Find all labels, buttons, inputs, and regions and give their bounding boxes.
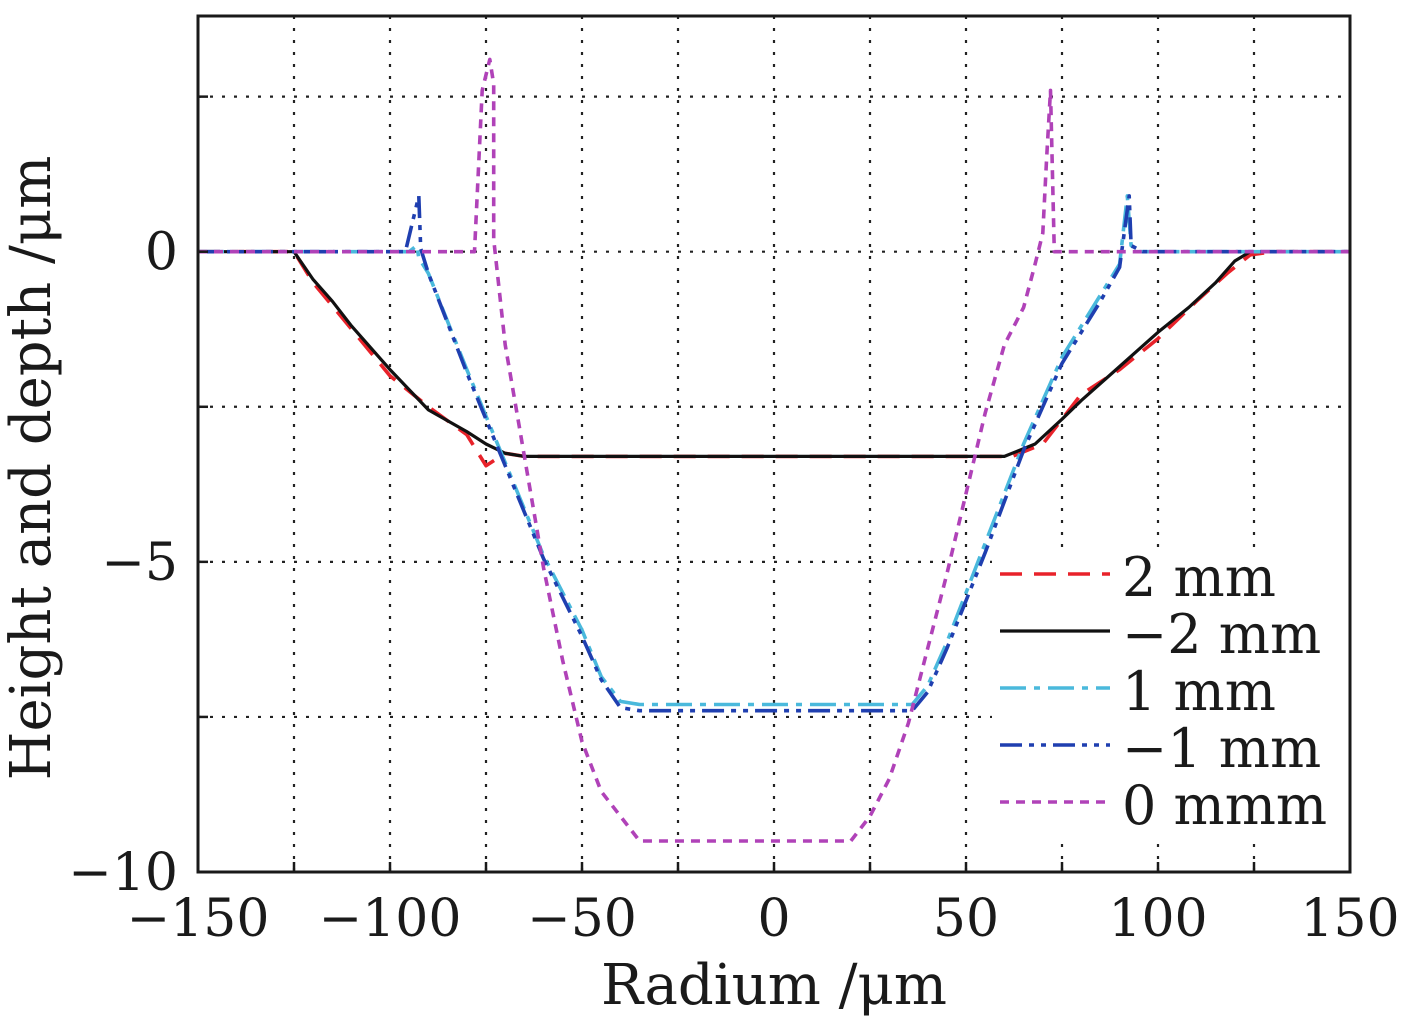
series-lines [198,57,1350,843]
y-tick-label: 0 [145,223,178,283]
x-tick-label: 150 [1300,889,1399,949]
series-line-2 [198,250,1350,458]
legend-background [992,550,1344,843]
series-line-1 [198,249,1350,468]
x-tick-label: 0 [757,889,790,949]
x-axis-label: Radium /μm [601,953,947,1018]
x-tick-label: 100 [1108,889,1207,949]
legend-label: 2 mm [1122,546,1276,609]
x-tick-label: −100 [319,889,462,949]
legend-label: −1 mm [1122,717,1321,780]
series-line-4 [198,194,1350,713]
legend-label: 0 mmm [1122,774,1327,837]
legend: 2 mm−2 mm1 mm−1 mm0 mmm [992,546,1344,843]
axis-tick-labels: −150 −100 −50 0 50 100 150−10−50 [68,223,1399,949]
legend-label: 1 mm [1122,660,1276,723]
x-tick-label: 50 [933,889,999,949]
x-tick-label: −150 [127,889,270,949]
axis-ticks [196,95,1352,874]
y-tick-label: −10 [68,843,178,903]
x-tick-label: −50 [527,889,637,949]
legend-label: −2 mm [1122,603,1321,666]
y-axis-label: Height and depth /μm [0,156,64,781]
y-tick-label: −5 [101,533,178,593]
